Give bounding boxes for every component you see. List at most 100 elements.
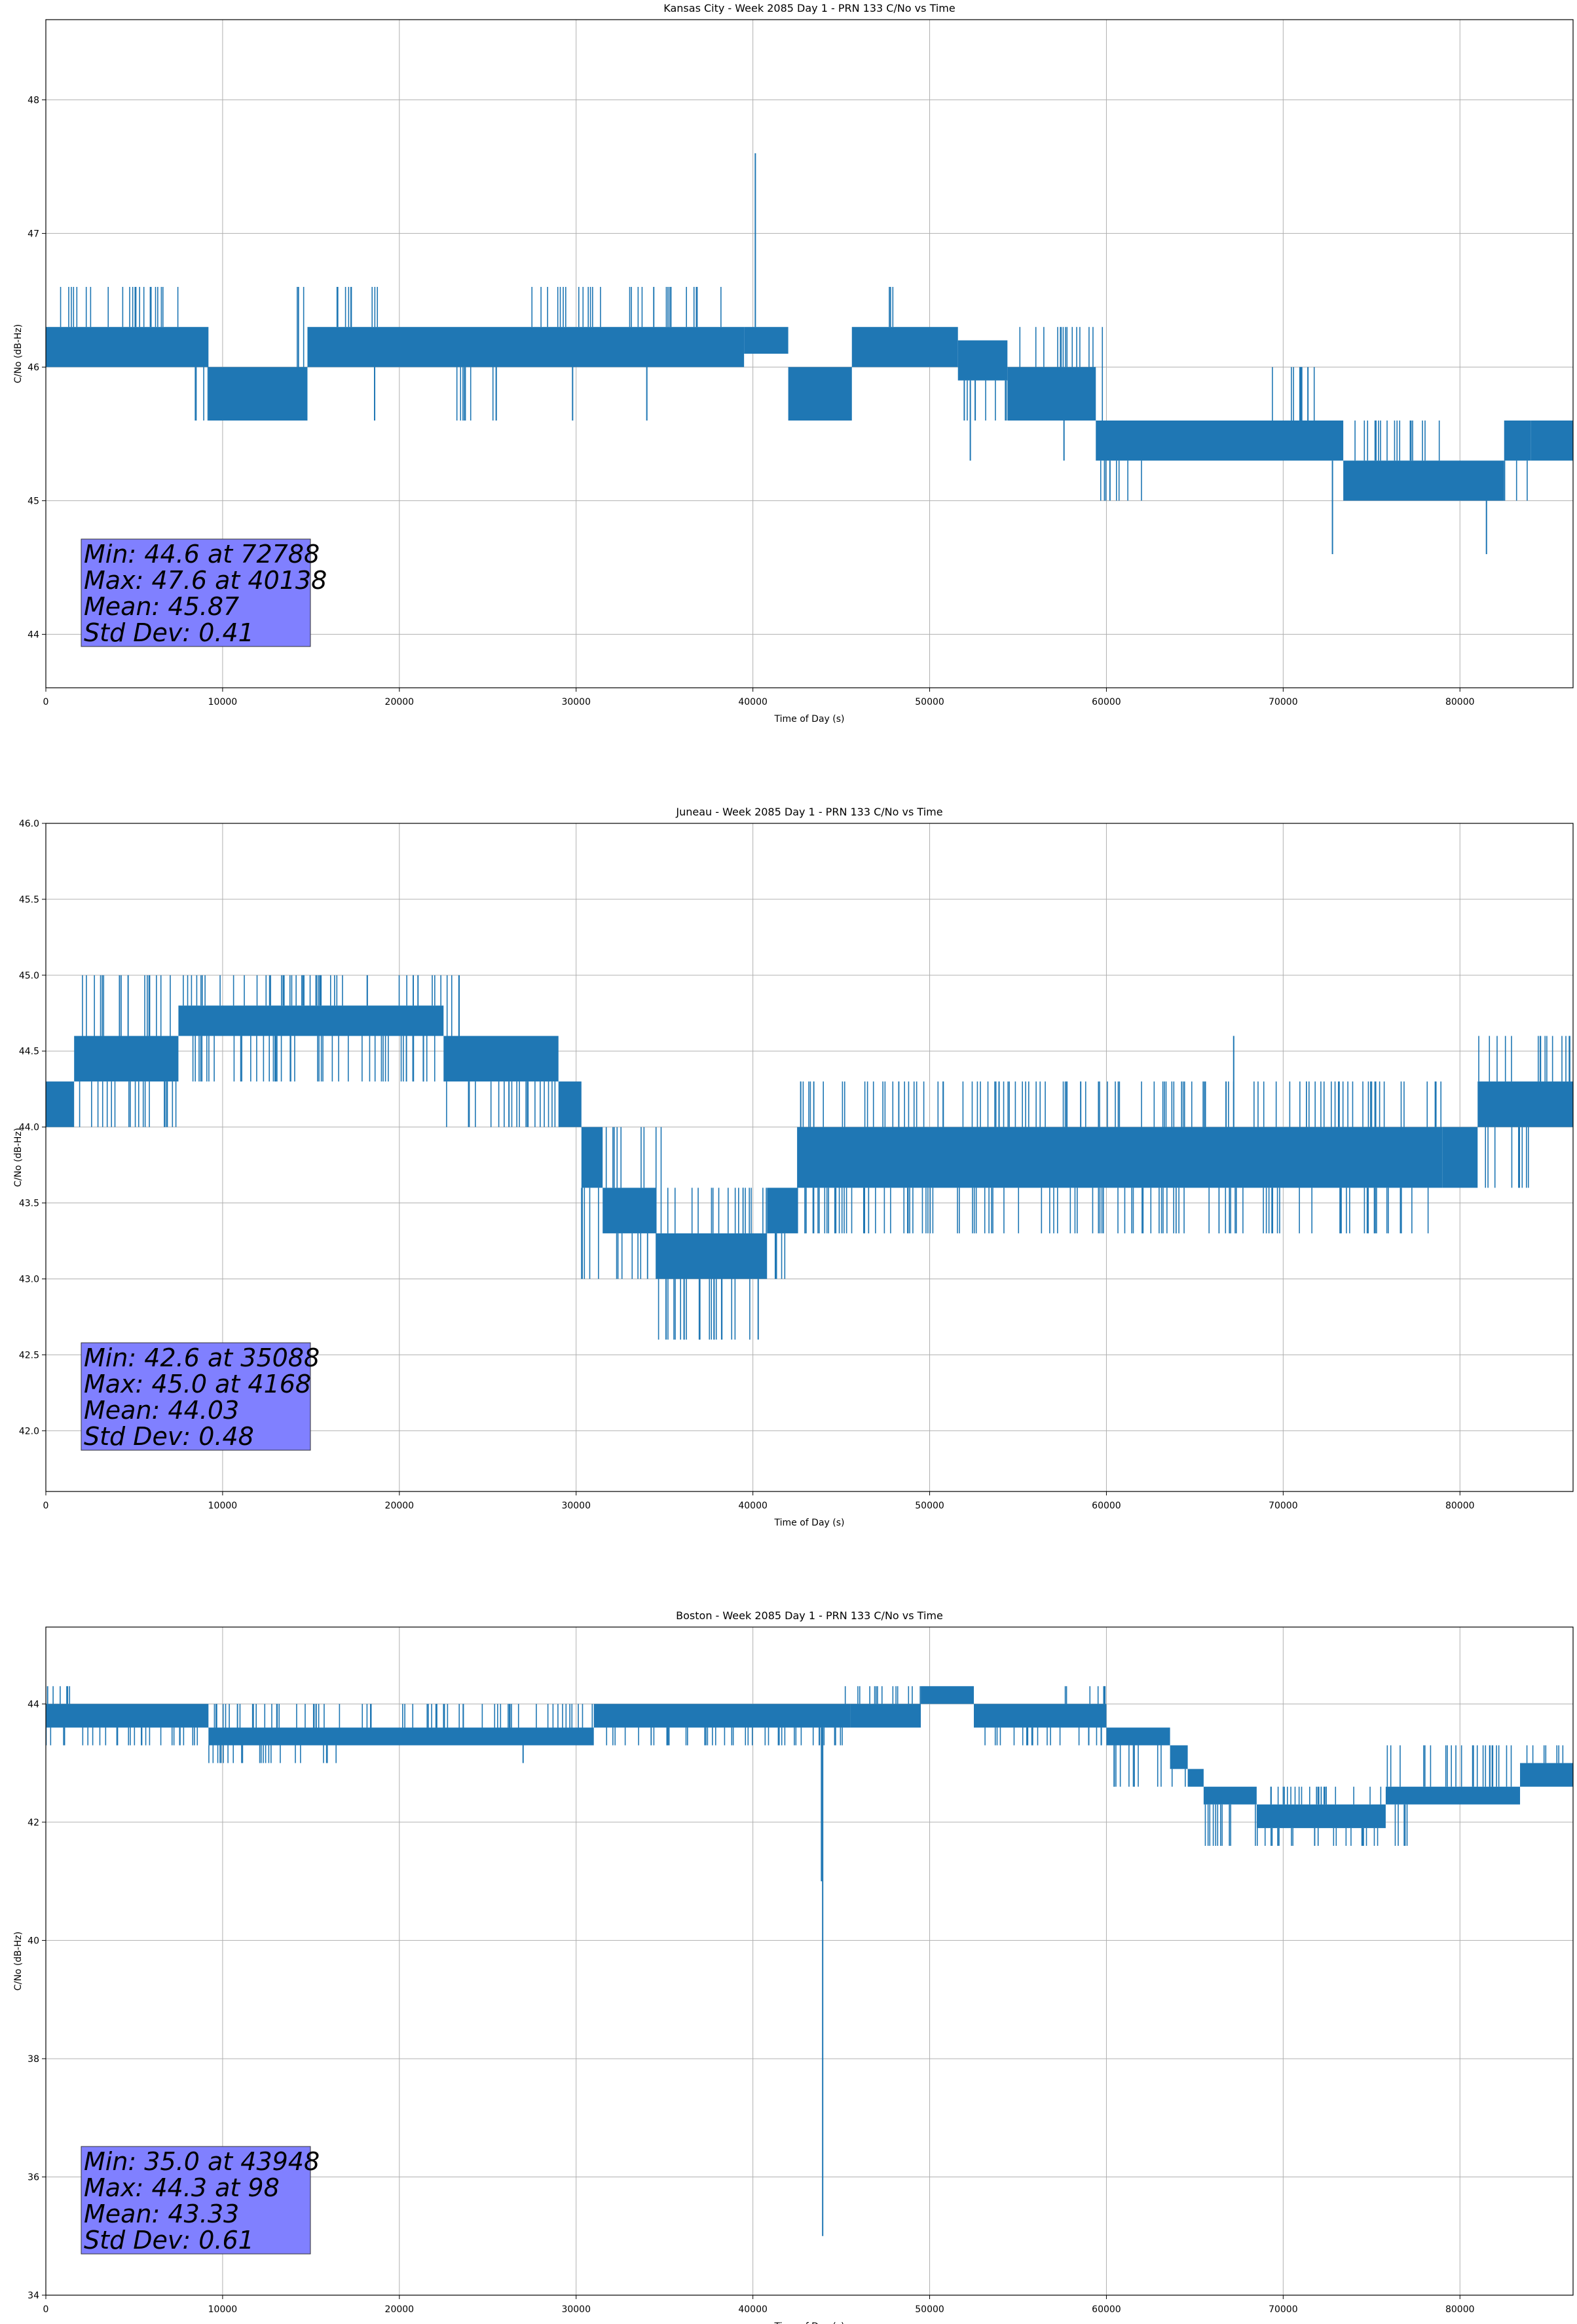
y-axis-ticks: 42.0 42.5 43.0 43.5 44.0 44.5 45.0 45.5 46.0 [19, 819, 46, 1436]
y-tick-label: 42 [28, 1818, 39, 1828]
x-tick-label: 20000 [385, 2304, 415, 2315]
data-band [1106, 1727, 1170, 1746]
chart-title: Boston - Week 2085 Day 1 - PRN 133 C/No … [676, 1609, 943, 1622]
x-tick-label: 20000 [385, 697, 415, 707]
data-band [744, 327, 788, 354]
data-band [851, 327, 958, 367]
x-tick-label: 20000 [385, 1501, 415, 1511]
data-series [46, 153, 1573, 554]
y-tick-label: 40 [28, 1936, 39, 1946]
y-tick-label: 36 [28, 2172, 39, 2183]
data-series [45, 1686, 1573, 2236]
x-tick-label: 70000 [1269, 2304, 1298, 2315]
y-axis-label: C/No (dB-Hz) [13, 1932, 24, 1991]
x-tick-label: 60000 [1092, 697, 1121, 707]
data-band [74, 1036, 179, 1082]
chart-panel-2: Juneau - Week 2085 Day 1 - PRN 133 C/No … [13, 806, 1574, 1528]
data-noise [79, 975, 1570, 1340]
y-tick-label: 44 [28, 1699, 39, 1710]
stats-line: Min: 42.6 at 35088 [84, 1343, 320, 1372]
data-band [1385, 1786, 1521, 1805]
y-axis-ticks: 34 36 38 40 42 44 [28, 1699, 46, 2301]
data-band [797, 1127, 1443, 1188]
x-tick-label: 50000 [915, 1501, 944, 1511]
x-tick-label: 50000 [915, 697, 944, 707]
y-tick-label: 47 [28, 229, 39, 239]
data-band [1007, 367, 1096, 421]
y-tick-label: 42.5 [19, 1350, 39, 1360]
x-tick-label: 0 [43, 1501, 49, 1511]
data-noise [45, 1686, 1564, 1846]
data-band [1187, 1769, 1204, 1787]
grid-lines [46, 823, 1573, 1491]
stats-line: Std Dev: 0.41 [84, 618, 254, 647]
x-axis-label: Time of Day (s) [774, 714, 845, 724]
data-band [656, 1233, 768, 1279]
data-band [1442, 1127, 1478, 1188]
stats-line: Std Dev: 0.61 [84, 2226, 254, 2255]
stats-line: Max: 47.6 at 40138 [84, 566, 327, 595]
x-tick-label: 30000 [561, 697, 591, 707]
stats-line: Min: 44.6 at 72788 [84, 540, 320, 569]
stats-line: Mean: 43.33 [84, 2200, 239, 2228]
data-band [1520, 1763, 1573, 1787]
y-tick-label: 45.0 [19, 971, 39, 981]
x-tick-label: 70000 [1269, 697, 1298, 707]
data-band [850, 1704, 921, 1728]
stats-box-background [81, 1342, 311, 1451]
y-axis-label: C/No (dB-Hz) [13, 1128, 24, 1187]
stats-line: Mean: 44.03 [84, 1396, 239, 1425]
data-band [443, 1036, 559, 1082]
data-series [46, 975, 1573, 1340]
stats-line: Std Dev: 0.48 [84, 1422, 254, 1451]
plot-frame [45, 823, 1574, 1492]
x-tick-label: 60000 [1092, 1501, 1121, 1511]
chart-panel-3: Boston - Week 2085 Day 1 - PRN 133 C/No … [13, 1609, 1574, 2324]
plot-frame [45, 1626, 1574, 2296]
y-tick-label: 43.5 [19, 1199, 39, 1209]
y-tick-label: 44.5 [19, 1047, 39, 1057]
data-band [1096, 421, 1344, 461]
x-tick-label: 40000 [738, 697, 768, 707]
y-tick-label: 45.5 [19, 895, 39, 905]
data-band [767, 1188, 798, 1233]
data-band [208, 367, 308, 421]
data-band [1504, 421, 1531, 461]
stats-line: Max: 44.3 at 98 [84, 2173, 280, 2202]
data-band [46, 1704, 209, 1728]
x-tick-label: 50000 [915, 2304, 944, 2315]
x-tick-label: 30000 [561, 1501, 591, 1511]
x-tick-label: 80000 [1445, 697, 1475, 707]
data-band [1477, 1081, 1573, 1127]
x-axis-label: Time of Day (s) [774, 1518, 845, 1528]
x-tick-label: 0 [43, 697, 49, 707]
data-band [581, 1127, 603, 1188]
chart-title: Juneau - Week 2085 Day 1 - PRN 133 C/No … [675, 806, 942, 818]
data-band [593, 1704, 851, 1728]
data-band [788, 367, 852, 421]
chart-panel-1: Kansas City - Week 2085 Day 1 - PRN 133 … [13, 2, 1574, 724]
x-tick-label: 70000 [1269, 1501, 1298, 1511]
plot-frame [45, 19, 1574, 688]
y-tick-label: 44.0 [19, 1123, 39, 1133]
x-axis-label: Time of Day (s) [774, 2321, 845, 2324]
stats-line: Mean: 45.87 [84, 592, 239, 621]
data-noise [60, 287, 1528, 501]
data-band [1531, 421, 1573, 461]
x-axis-ticks: 0 10000 20000 30000 40000 50000 60000 70000 8000… [43, 2295, 1475, 2315]
data-band [178, 1005, 444, 1036]
stats-line: Min: 35.0 at 43948 [84, 2147, 320, 2176]
y-tick-label: 48 [28, 95, 39, 105]
data-band [974, 1704, 1107, 1728]
data-band [603, 1188, 656, 1233]
data-band [208, 1727, 594, 1746]
x-tick-label: 10000 [208, 2304, 238, 2315]
x-tick-label: 30000 [561, 2304, 591, 2315]
y-tick-label: 34 [28, 2291, 39, 2301]
y-tick-label: 46 [28, 362, 39, 373]
y-tick-label: 45 [28, 496, 39, 506]
data-band [957, 340, 1008, 381]
